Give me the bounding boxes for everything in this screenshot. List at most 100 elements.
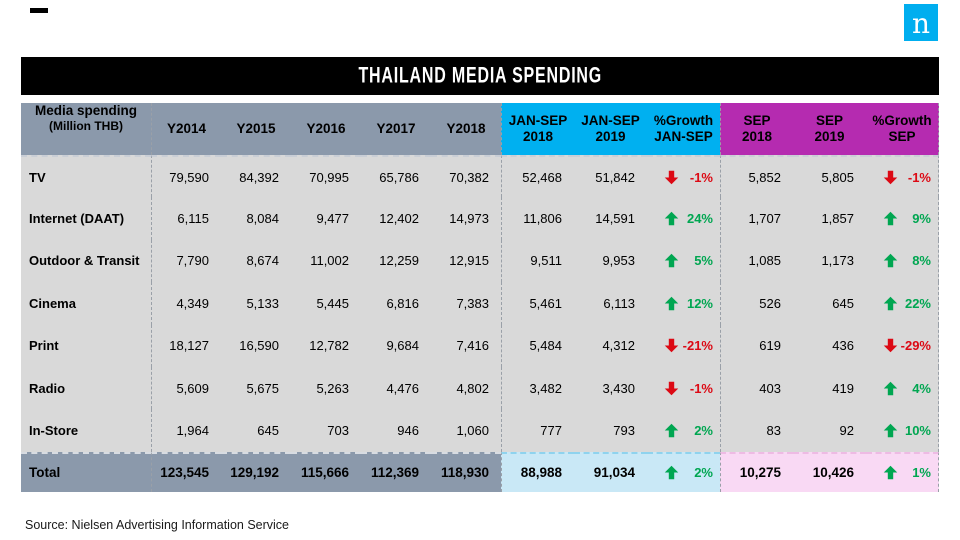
cell-sep_2019: 10,426 bbox=[793, 451, 866, 492]
col-header-sep_2019: SEP 2019 bbox=[793, 103, 866, 155]
cell-text: 115,666 bbox=[300, 465, 349, 481]
cell-text: 403 bbox=[759, 380, 781, 396]
cell-y2018: 7,416 bbox=[431, 324, 501, 367]
table-row: Outdoor & Transit 7,790 8,674 11,002 12,259 1… bbox=[21, 239, 939, 283]
cell-text: 4,312 bbox=[602, 338, 635, 354]
growth-percent: 1% bbox=[912, 465, 931, 481]
arrow-down-icon bbox=[664, 381, 679, 396]
cell-text: 5,609 bbox=[176, 380, 209, 396]
cell-text: Internet (DAAT) bbox=[29, 211, 125, 227]
cell-text: 946 bbox=[397, 423, 419, 439]
cell-text: 79,590 bbox=[169, 169, 209, 185]
cell-growth_sep: 4% bbox=[866, 366, 939, 410]
cell-text: 8,674 bbox=[246, 253, 279, 269]
row-label: Print bbox=[21, 324, 151, 367]
cell-text: 6,113 bbox=[603, 295, 635, 311]
arrow-up-icon bbox=[664, 465, 679, 480]
cell-y2016: 12,782 bbox=[291, 324, 361, 367]
header-line: SEP bbox=[888, 129, 916, 144]
cell-text: TV bbox=[29, 169, 46, 185]
growth-percent: 10% bbox=[904, 423, 931, 439]
cell-y2018: 1,060 bbox=[431, 409, 501, 452]
cell-jan_sep_2018: 5,461 bbox=[501, 282, 574, 325]
header-line: 2019 bbox=[814, 129, 845, 144]
cell-jan_sep_2018: 5,484 bbox=[501, 324, 574, 367]
arrow-up-icon bbox=[883, 211, 898, 226]
cell-text: 88,988 bbox=[520, 465, 562, 481]
nielsen-logo-letter: n bbox=[911, 7, 931, 40]
cell-y2014: 18,127 bbox=[151, 324, 221, 367]
cell-sep_2018: 10,275 bbox=[720, 451, 793, 492]
cell-text: 118,930 bbox=[440, 465, 489, 481]
cell-text: 6,115 bbox=[177, 211, 209, 227]
cell-y2017: 12,259 bbox=[361, 239, 431, 283]
col-header-jan_sep_2018: JAN-SEP 2018 bbox=[501, 103, 574, 155]
row-label: Outdoor & Transit bbox=[21, 239, 151, 283]
cell-text: 84,392 bbox=[239, 169, 279, 185]
cell-text: 1,173 bbox=[821, 253, 854, 269]
col-header-jan_sep_2019: JAN-SEP 2019 bbox=[574, 103, 647, 155]
cell-text: 9,477 bbox=[316, 211, 349, 227]
arrow-up-icon bbox=[664, 296, 679, 311]
cell-growth_sep: 22% bbox=[866, 282, 939, 325]
header-line: SEP bbox=[743, 112, 771, 128]
nielsen-logo: n bbox=[904, 4, 938, 41]
cell-text: 10,275 bbox=[739, 465, 781, 481]
header-line: 2018 bbox=[522, 129, 554, 144]
header-line: Y2017 bbox=[376, 120, 416, 136]
cell-text: 526 bbox=[759, 295, 781, 311]
cell-growth_jan_sep: 2% bbox=[647, 409, 720, 452]
cell-text: 4,349 bbox=[176, 295, 209, 311]
cell-growth_jan_sep: -1% bbox=[647, 155, 720, 198]
cell-sep_2018: 1,085 bbox=[720, 239, 793, 283]
cell-text: 83 bbox=[766, 423, 781, 439]
cell-sep_2018: 526 bbox=[720, 282, 793, 325]
cell-text: 12,402 bbox=[379, 211, 419, 227]
header-line: SEP bbox=[815, 112, 843, 128]
growth-percent: -29% bbox=[900, 338, 931, 354]
cell-text: 7,790 bbox=[176, 253, 209, 269]
cell-y2014: 1,964 bbox=[151, 409, 221, 452]
cell-text: Total bbox=[29, 465, 61, 481]
growth-percent: 5% bbox=[694, 253, 713, 269]
growth-percent: -1% bbox=[907, 169, 931, 185]
cell-growth_jan_sep: -21% bbox=[647, 324, 720, 367]
cell-growth_jan_sep: -1% bbox=[647, 366, 720, 410]
cell-text: 12,915 bbox=[449, 253, 489, 269]
cell-jan_sep_2019: 91,034 bbox=[574, 451, 647, 492]
cell-text: 12,782 bbox=[309, 338, 349, 354]
cell-y2018: 118,930 bbox=[431, 451, 501, 492]
cell-text: 18,127 bbox=[169, 338, 209, 354]
growth-percent: -1% bbox=[689, 380, 713, 396]
cell-y2017: 12,402 bbox=[361, 197, 431, 240]
cell-y2018: 7,383 bbox=[431, 282, 501, 325]
cell-text: 436 bbox=[832, 338, 854, 354]
row-label: Internet (DAAT) bbox=[21, 197, 151, 240]
cell-text: 3,482 bbox=[529, 380, 562, 396]
cell-jan_sep_2018: 777 bbox=[501, 409, 574, 452]
header-line: Y2016 bbox=[306, 120, 346, 136]
growth-percent: 22% bbox=[904, 295, 931, 311]
col-header-y2017: Y2017 bbox=[361, 103, 431, 155]
cell-text: 1,707 bbox=[748, 211, 781, 227]
table-row: Internet (DAAT) 6,115 8,084 9,477 12,402 14,9… bbox=[21, 197, 939, 240]
cell-growth_sep: -1% bbox=[866, 155, 939, 198]
cell-y2018: 4,802 bbox=[431, 366, 501, 410]
row-label: Cinema bbox=[21, 282, 151, 325]
header-line: 2018 bbox=[741, 129, 773, 144]
arrow-up-icon bbox=[883, 296, 898, 311]
cell-text: 8,084 bbox=[246, 211, 279, 227]
cell-y2015: 645 bbox=[221, 409, 291, 452]
cell-sep_2018: 403 bbox=[720, 366, 793, 410]
arrow-down-icon bbox=[664, 170, 679, 185]
cell-text: 619 bbox=[759, 338, 781, 354]
cell-y2015: 129,192 bbox=[221, 451, 291, 492]
col-header-sep_2018: SEP 2018 bbox=[720, 103, 793, 155]
header-line: Media spending bbox=[34, 103, 137, 118]
cell-text: 5,263 bbox=[316, 380, 349, 396]
growth-percent: 24% bbox=[686, 211, 713, 227]
cell-y2016: 5,263 bbox=[291, 366, 361, 410]
cell-text: 9,511 bbox=[530, 253, 562, 269]
growth-percent: 12% bbox=[686, 295, 713, 311]
